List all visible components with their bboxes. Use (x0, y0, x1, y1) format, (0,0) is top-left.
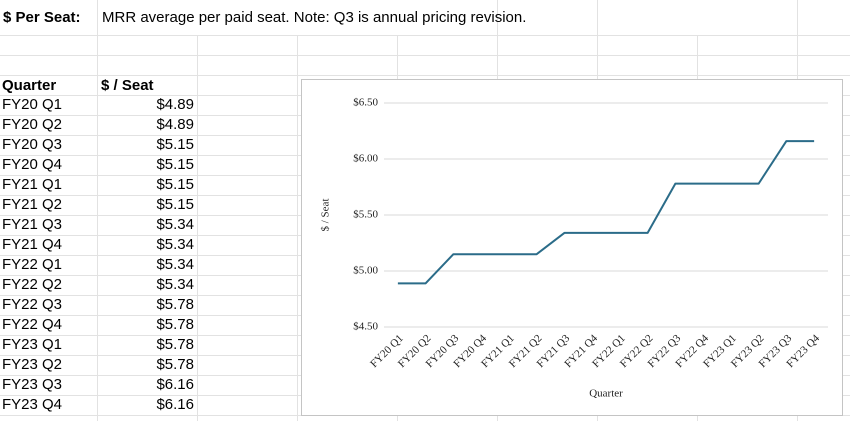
cell-quarter: FY22 Q3 (2, 296, 62, 313)
column-header: $ / Seat (101, 77, 154, 94)
chart-frame (301, 79, 843, 416)
cell-value: $6.16 (156, 396, 194, 413)
y-tick-label: $5.50 (353, 209, 378, 221)
cell-quarter: FY23 Q4 (2, 396, 62, 413)
cell-quarter: FY23 Q1 (2, 336, 62, 353)
cell-value: $5.15 (156, 176, 194, 193)
cell-value: $4.89 (156, 116, 194, 133)
cell-value: $5.78 (156, 296, 194, 313)
cell-value: $5.15 (156, 136, 194, 153)
y-axis-title: $ / Seat (320, 199, 332, 232)
y-tick-label: $4.50 (353, 321, 378, 333)
y-tick-label: $6.50 (353, 97, 378, 109)
cell-value: $5.78 (156, 336, 194, 353)
cell-quarter: FY23 Q3 (2, 376, 62, 393)
cell-value: $5.15 (156, 156, 194, 173)
cell-value: $6.16 (156, 376, 194, 393)
data-line (397, 140, 815, 285)
cell-value: $4.89 (156, 96, 194, 113)
cell-quarter: FY22 Q1 (2, 256, 62, 273)
cell-quarter: FY20 Q3 (2, 136, 62, 153)
x-axis-title: Quarter (589, 388, 623, 400)
cell-quarter: FY21 Q2 (2, 196, 62, 213)
cell-quarter: FY20 Q4 (2, 156, 62, 173)
cell-quarter: FY21 Q3 (2, 216, 62, 233)
cell-quarter: FY20 Q1 (2, 96, 62, 113)
cell-quarter: FY22 Q2 (2, 276, 62, 293)
cell-quarter: FY21 Q4 (2, 236, 62, 253)
cell-quarter: FY23 Q2 (2, 356, 62, 373)
cell-value: $5.78 (156, 356, 194, 373)
cell-quarter: FY20 Q2 (2, 116, 62, 133)
column-header: Quarter (2, 77, 56, 94)
y-tick-label: $6.00 (353, 153, 378, 165)
cell-quarter: FY21 Q1 (2, 176, 62, 193)
cell-value: $5.34 (156, 276, 194, 293)
cell-value: $5.34 (156, 216, 194, 233)
header-note: MRR average per paid seat. Note: Q3 is a… (102, 9, 526, 26)
cell-value: $5.34 (156, 256, 194, 273)
cell-value: $5.34 (156, 236, 194, 253)
cell-value: $5.15 (156, 196, 194, 213)
table-rows: FY20 Q1 $4.89 FY20 Q2 $4.89 FY20 Q3 $5.15 FY20… (2, 96, 194, 413)
cell-quarter: FY22 Q4 (2, 316, 62, 333)
cell-value: $5.78 (156, 316, 194, 333)
y-tick-label: $5.00 (353, 265, 378, 277)
header-label: $ Per Seat: (3, 9, 81, 26)
